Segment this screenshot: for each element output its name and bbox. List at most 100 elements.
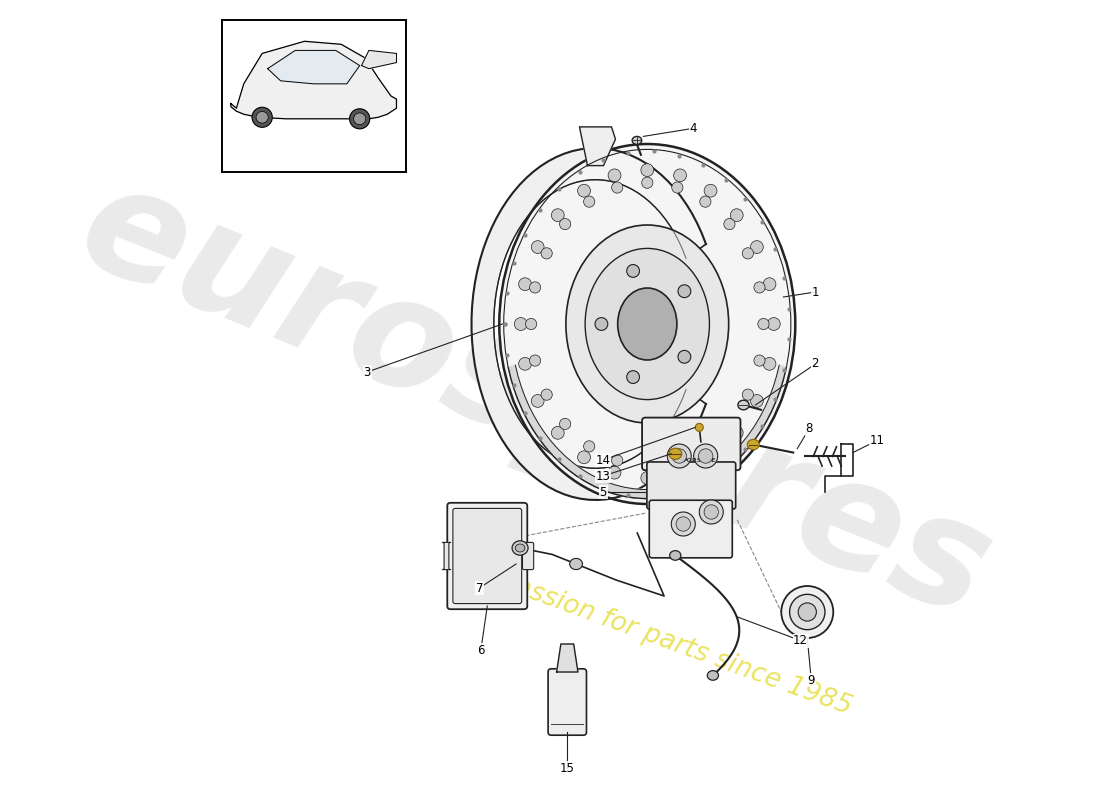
Ellipse shape xyxy=(672,449,686,463)
Ellipse shape xyxy=(747,439,759,450)
Ellipse shape xyxy=(676,517,691,531)
Text: 7: 7 xyxy=(475,582,483,594)
Ellipse shape xyxy=(551,209,564,222)
Ellipse shape xyxy=(519,358,531,370)
Ellipse shape xyxy=(730,209,744,222)
Ellipse shape xyxy=(754,355,766,366)
Ellipse shape xyxy=(750,394,763,407)
Ellipse shape xyxy=(704,451,717,464)
Ellipse shape xyxy=(608,466,620,479)
Ellipse shape xyxy=(256,111,268,123)
Text: 15: 15 xyxy=(560,762,574,774)
Polygon shape xyxy=(557,644,578,672)
Text: 11: 11 xyxy=(870,434,884,447)
Ellipse shape xyxy=(595,318,608,330)
Ellipse shape xyxy=(738,400,749,410)
Ellipse shape xyxy=(678,350,691,363)
Ellipse shape xyxy=(673,466,686,479)
Ellipse shape xyxy=(768,318,780,330)
Ellipse shape xyxy=(695,423,703,431)
Ellipse shape xyxy=(565,225,728,423)
Ellipse shape xyxy=(707,670,718,680)
Ellipse shape xyxy=(641,471,653,484)
Ellipse shape xyxy=(758,318,769,330)
Ellipse shape xyxy=(584,196,595,207)
Text: 13: 13 xyxy=(596,470,611,482)
Ellipse shape xyxy=(529,282,541,293)
Bar xyxy=(222,20,406,172)
Polygon shape xyxy=(580,127,616,166)
Ellipse shape xyxy=(641,164,653,177)
Ellipse shape xyxy=(672,455,683,466)
Ellipse shape xyxy=(694,444,717,468)
Ellipse shape xyxy=(700,441,711,452)
Ellipse shape xyxy=(585,248,710,400)
Ellipse shape xyxy=(698,449,713,463)
Ellipse shape xyxy=(541,389,552,400)
Text: 4: 4 xyxy=(690,122,696,135)
Ellipse shape xyxy=(781,586,834,638)
Ellipse shape xyxy=(252,107,273,127)
Ellipse shape xyxy=(669,448,682,459)
Text: 14: 14 xyxy=(596,454,611,466)
Text: 8: 8 xyxy=(805,422,813,435)
Ellipse shape xyxy=(513,541,528,555)
Ellipse shape xyxy=(578,184,591,197)
Ellipse shape xyxy=(670,550,681,560)
Ellipse shape xyxy=(627,370,639,383)
Text: 9: 9 xyxy=(807,674,815,686)
Ellipse shape xyxy=(742,248,754,259)
FancyBboxPatch shape xyxy=(642,418,740,470)
Ellipse shape xyxy=(742,389,754,400)
Ellipse shape xyxy=(799,603,816,621)
Ellipse shape xyxy=(700,500,724,524)
Polygon shape xyxy=(231,42,396,118)
FancyBboxPatch shape xyxy=(647,462,736,509)
Text: a passion for parts since 1985: a passion for parts since 1985 xyxy=(472,560,855,720)
FancyBboxPatch shape xyxy=(448,503,527,610)
Ellipse shape xyxy=(526,318,537,330)
Ellipse shape xyxy=(641,177,653,188)
FancyBboxPatch shape xyxy=(649,500,733,558)
Ellipse shape xyxy=(515,544,525,552)
Ellipse shape xyxy=(618,288,676,360)
Ellipse shape xyxy=(750,241,763,254)
Ellipse shape xyxy=(584,441,595,452)
Ellipse shape xyxy=(730,426,744,439)
Ellipse shape xyxy=(531,241,544,254)
Text: 5: 5 xyxy=(600,486,607,498)
Ellipse shape xyxy=(790,594,825,630)
Text: 2: 2 xyxy=(812,358,820,370)
Text: PORSCHE: PORSCHE xyxy=(683,458,716,462)
Ellipse shape xyxy=(754,282,766,293)
Polygon shape xyxy=(508,365,786,498)
Text: 12: 12 xyxy=(793,634,808,647)
Ellipse shape xyxy=(678,285,691,298)
Ellipse shape xyxy=(531,394,544,407)
Ellipse shape xyxy=(627,265,639,278)
Ellipse shape xyxy=(632,136,641,144)
Ellipse shape xyxy=(763,278,776,290)
FancyBboxPatch shape xyxy=(522,542,534,570)
Ellipse shape xyxy=(763,358,776,370)
Ellipse shape xyxy=(700,196,711,207)
Ellipse shape xyxy=(641,460,653,471)
Polygon shape xyxy=(362,50,396,69)
Ellipse shape xyxy=(668,444,691,468)
Ellipse shape xyxy=(578,451,591,464)
Ellipse shape xyxy=(704,184,717,197)
Ellipse shape xyxy=(673,169,686,182)
Ellipse shape xyxy=(671,512,695,536)
Ellipse shape xyxy=(519,278,531,290)
Ellipse shape xyxy=(612,182,623,193)
Ellipse shape xyxy=(672,182,683,193)
FancyBboxPatch shape xyxy=(548,669,586,735)
Text: eurospares: eurospares xyxy=(59,150,1011,650)
Ellipse shape xyxy=(551,426,564,439)
Ellipse shape xyxy=(608,169,620,182)
FancyBboxPatch shape xyxy=(453,509,521,603)
Ellipse shape xyxy=(529,355,541,366)
Ellipse shape xyxy=(570,558,583,570)
Text: 1: 1 xyxy=(812,286,820,298)
Ellipse shape xyxy=(515,318,527,330)
